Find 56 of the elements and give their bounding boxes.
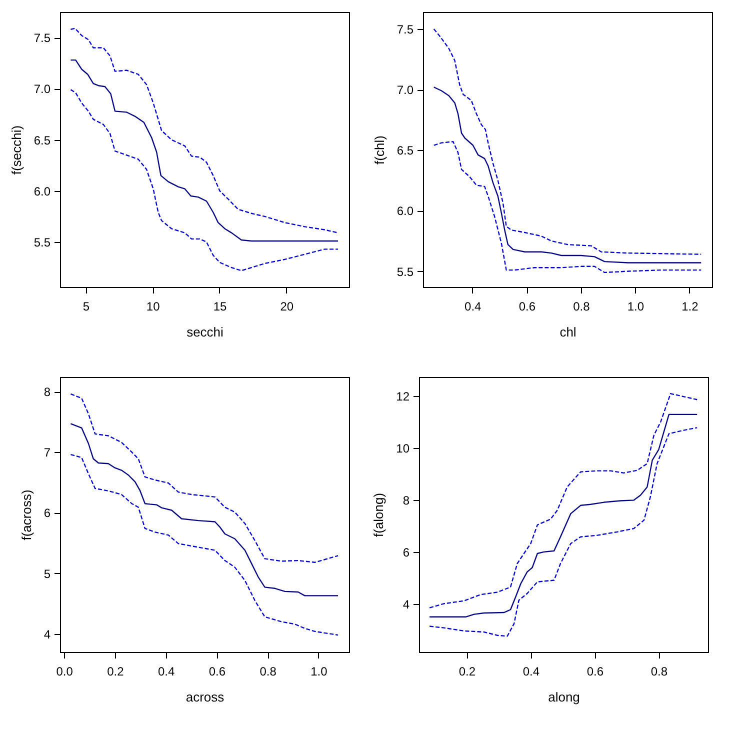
x-tick-label: 1.0 [627,300,644,314]
x-tick-label: 20 [280,300,294,314]
x-tick-label: 0.6 [208,664,226,678]
y-tick-label: 6.5 [34,133,51,148]
line-series [433,28,702,255]
y-tick-label: 5.5 [34,236,51,250]
x-axis-title: across [186,690,225,704]
y-tick-label: 7.0 [396,83,414,98]
line-series [70,423,339,596]
y-tick-label: 7 [44,446,51,460]
y-tick-label: 6 [402,545,410,560]
y-tick-label: 8 [402,493,410,508]
line-series [70,454,339,636]
y-axis-title: f(across) [18,490,34,540]
y-tick-label: 6 [44,506,51,520]
x-tick-label: 0.8 [260,664,277,678]
y-tick-label: 7.0 [34,82,51,96]
x-tick-label: 0.8 [573,300,590,314]
x-tick-label: 0.2 [458,664,476,678]
y-tick-label: 8 [44,385,51,400]
line-series [70,89,339,272]
y-tick-label: 7.5 [34,31,51,46]
x-tick-label: 0.8 [650,664,668,678]
y-tick-label: 7.5 [396,22,414,36]
x-axis-title: secchi [186,324,224,340]
x-axis-title: chl [560,324,576,340]
line-series [70,59,339,242]
x-tick-label: 10 [146,300,160,314]
x-tick-label: 0.6 [518,300,536,314]
y-axis-title: f(along) [371,492,386,538]
y-tick-label: 5 [44,566,51,581]
line-series [433,141,702,274]
x-tick-label: 0.6 [586,664,604,678]
y-tick-label: 6.5 [396,144,414,158]
y-tick-label: 6.0 [34,184,51,198]
y-axis-title: f(chl) [372,136,387,164]
y-tick-label: 4 [402,597,410,612]
x-tick-label: 1.0 [310,664,328,678]
x-axis-title: along [548,690,580,704]
x-tick-label: 5 [82,300,90,314]
line-series [70,393,339,563]
y-tick-label: 4 [44,627,51,642]
x-tick-label: 0.0 [56,664,74,678]
y-tick-label: 6.0 [396,204,414,218]
line-series [433,86,702,264]
x-tick-label: 1.2 [682,300,699,314]
x-tick-label: 0.4 [158,664,175,678]
y-tick-label: 10 [396,441,410,456]
y-tick-label: 5.5 [396,264,414,279]
x-tick-label: 0.2 [107,664,124,678]
y-axis-title: f(secchi) [8,125,24,175]
x-tick-label: 15 [213,300,227,314]
x-tick-label: 0.4 [464,300,482,314]
y-tick-label: 12 [396,389,410,404]
x-tick-label: 0.4 [522,664,540,678]
line-series [70,28,339,234]
